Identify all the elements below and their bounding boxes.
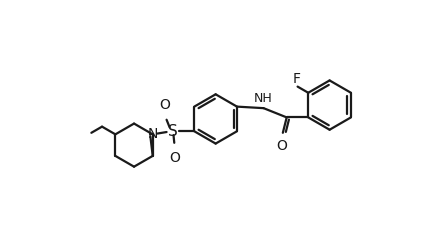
Text: NH: NH [254,92,273,105]
Text: S: S [168,124,178,139]
Text: O: O [170,150,181,165]
Text: O: O [159,98,170,112]
Text: N: N [148,127,158,141]
Text: F: F [293,72,301,86]
Text: O: O [276,139,287,153]
